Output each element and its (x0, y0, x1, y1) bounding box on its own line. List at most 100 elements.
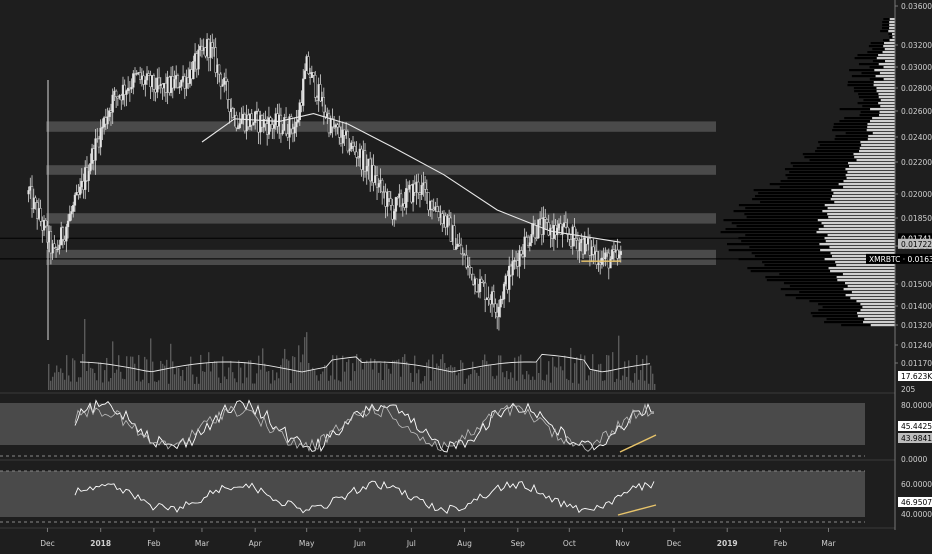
volume-profile-bar (783, 282, 846, 285)
volume-bar (366, 360, 368, 390)
candle-body (53, 243, 56, 248)
volume-profile-bar (834, 201, 895, 204)
volume-bar (102, 382, 104, 390)
candle-body (72, 205, 75, 212)
volume-profile-bar (879, 111, 895, 114)
volume-profile-bar (847, 81, 874, 84)
volume-bar (546, 374, 548, 390)
volume-profile-bar (849, 69, 875, 72)
volume-bar (466, 378, 468, 390)
volume-profile-bar (885, 60, 895, 63)
volume-bar (392, 360, 394, 390)
volume-bar (222, 356, 224, 390)
volume-bar (148, 383, 150, 390)
candle-body (51, 243, 54, 254)
volume-bar (100, 362, 102, 390)
volume-bar (374, 359, 376, 390)
candle-body (295, 121, 298, 128)
volume-bar (186, 366, 188, 390)
volume-profile-bar (867, 123, 895, 126)
volume-profile-bar (868, 45, 884, 48)
volume-bar (436, 363, 438, 390)
volume-bar (314, 370, 316, 390)
candle-body (351, 142, 355, 147)
volume-profile-bar (723, 219, 818, 222)
volume-profile-bar (892, 36, 895, 39)
candle-body (348, 148, 351, 152)
volume-profile-bar (835, 261, 895, 264)
volume-bar (316, 375, 318, 390)
candle-body (238, 123, 241, 129)
candle-body (497, 306, 501, 318)
volume-profile-bar (870, 42, 885, 45)
volume-profile-bar (859, 147, 895, 150)
volume-bar (382, 380, 384, 390)
volume-bar (120, 371, 122, 390)
volume-profile-bar (876, 87, 895, 90)
candle-body (494, 303, 497, 313)
volume-profile-bar (861, 72, 880, 75)
candle-body (231, 108, 235, 118)
volume-bar (276, 372, 278, 390)
candle-body (468, 265, 471, 268)
volume-bar (454, 366, 456, 390)
volume-bar (176, 367, 178, 390)
volume-profile-bar (872, 132, 895, 135)
volume-bar (252, 383, 254, 390)
volume-profile-bar (822, 210, 895, 213)
volume-bar (206, 362, 208, 390)
candle-body (573, 226, 576, 239)
candle-body (616, 249, 619, 259)
volume-profile-bar (830, 252, 895, 255)
volume-profile-bar (857, 312, 895, 315)
volume-bar (468, 375, 470, 390)
volume-profile-bar (752, 198, 831, 201)
volume-bar (500, 355, 502, 390)
volume-bar (604, 380, 606, 390)
volume-profile-bar (838, 183, 895, 186)
candle-body (319, 84, 322, 102)
volume-profile-bar (880, 105, 895, 108)
volume-bar (118, 355, 120, 390)
volume-bar (62, 372, 64, 390)
volume-profile-bar (863, 321, 895, 324)
volume-profile-bar (819, 144, 862, 147)
volume-profile-bar (745, 207, 828, 210)
volume-bar (362, 369, 364, 390)
candle-body (341, 129, 344, 144)
volume-bar (652, 373, 654, 390)
volume-bar (128, 367, 130, 390)
candle-body (192, 61, 195, 80)
support-resistance-zone (46, 213, 716, 224)
volume-profile-bar (787, 177, 847, 180)
volume-profile-bar (845, 174, 895, 177)
volume-profile-bar (802, 153, 854, 156)
volume-profile-bar (839, 120, 870, 123)
volume-bar (574, 363, 576, 390)
candle-body (87, 170, 90, 181)
volume-profile-bar (875, 75, 895, 78)
volume-profile-bar (851, 291, 895, 294)
volume-bar (644, 380, 646, 390)
volume-profile-bar (833, 192, 895, 195)
volume-bar (462, 362, 464, 390)
volume-bar (164, 365, 166, 390)
volume-profile-bar (860, 309, 895, 312)
candle-body (99, 127, 102, 148)
volume-bar (146, 359, 148, 390)
volume-bar (480, 367, 482, 390)
volume-bar (328, 380, 330, 390)
volume-bar (298, 345, 300, 390)
volume-profile-bar (779, 273, 843, 276)
candle-body (147, 73, 150, 76)
volume-bar (430, 380, 432, 390)
volume-profile-bar (832, 129, 867, 132)
volume-bar (492, 376, 494, 390)
candle-body (66, 220, 70, 228)
volume-bar (404, 354, 406, 390)
volume-bar (154, 381, 156, 390)
volume-bar (94, 373, 96, 390)
volume-bar (622, 375, 624, 390)
